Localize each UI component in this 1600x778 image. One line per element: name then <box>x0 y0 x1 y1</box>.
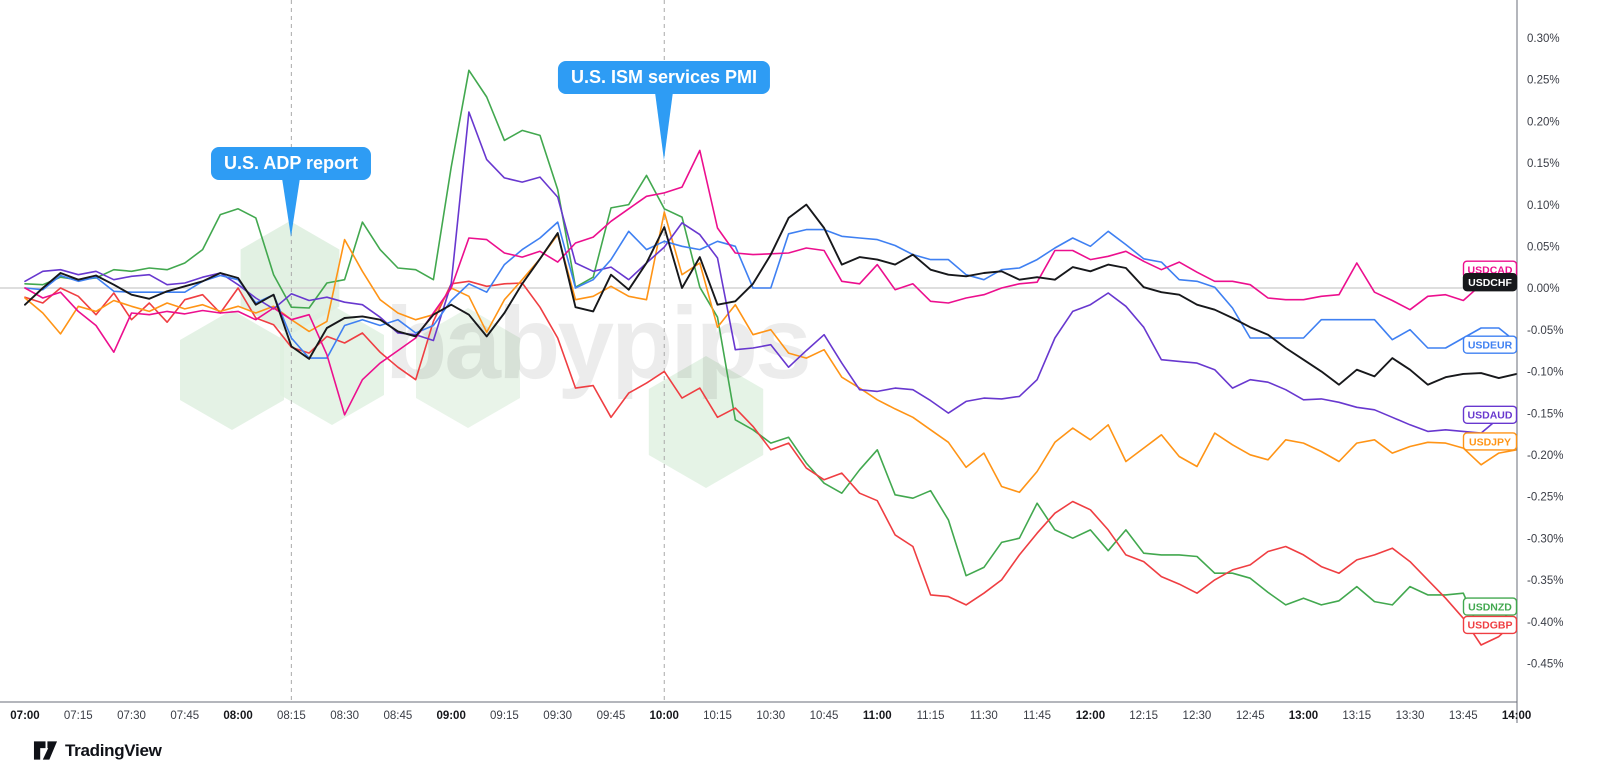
series-label-text: USDAUD <box>1468 410 1513 422</box>
annotation-pointer-icon <box>655 92 673 160</box>
series-label-pill[interactable] <box>1462 615 1518 635</box>
x-axis-tick-0715: 07:15 <box>64 710 93 722</box>
x-axis-tick-0915: 09:15 <box>490 710 519 722</box>
x-axis-tick-1115: 11:15 <box>917 710 945 722</box>
series-label-usdnzd[interactable]: USDNZD <box>1462 597 1518 616</box>
series-usdgbp-line[interactable] <box>24 280 1518 646</box>
x-axis-tick-0845: 08:45 <box>383 710 412 722</box>
x-axis-tick-0830: 08:30 <box>330 710 359 722</box>
x-axis-tick-1215: 12:15 <box>1129 710 1158 722</box>
x-axis-tick-0700: 07:00 <box>10 710 39 722</box>
series-usdchf-line[interactable] <box>24 203 1518 386</box>
series-label-usdeur[interactable]: USDEUR <box>1462 335 1518 354</box>
x-axis-tick-1330: 13:30 <box>1396 710 1425 722</box>
annotation-adp-report[interactable]: U.S. ADP report <box>210 147 372 237</box>
series-label-text: USDCHF <box>1468 277 1512 289</box>
babypips-watermark-text: babypips <box>385 286 809 400</box>
y-axis-tick--0_30pct: -0.30% <box>1527 533 1563 545</box>
x-axis-tick-0900: 09:00 <box>436 710 465 722</box>
series-label-pill[interactable] <box>1462 405 1518 424</box>
y-axis-tick--0_20pct: -0.20% <box>1527 450 1563 462</box>
tradingview-brand-text: TradingView <box>65 740 162 760</box>
series-label-usdchf[interactable]: USDCHF <box>1462 272 1518 292</box>
babypips-logo-hexagon-icon <box>416 308 520 428</box>
y-axis-tick--0_40pct: -0.40% <box>1527 617 1563 629</box>
x-axis-tick-1230: 12:30 <box>1183 710 1212 722</box>
y-axis-tick-0_00pct: 0.00% <box>1527 283 1560 295</box>
x-axis-tick-1200: 12:00 <box>1076 710 1105 722</box>
annotation-adp-report-label: U.S. ADP report <box>223 153 359 173</box>
annotation-ism-services-pmi-label: U.S. ISM services PMI <box>570 67 758 87</box>
x-axis-tick-1245: 12:45 <box>1236 710 1265 722</box>
x-axis-tick-0730: 07:30 <box>117 710 146 722</box>
y-axis-tick-0_20pct: 0.20% <box>1527 116 1560 128</box>
series-label-pill[interactable] <box>1462 432 1518 451</box>
x-axis-tick-1130: 11:30 <box>970 710 998 722</box>
x-axis-tick-1015: 10:15 <box>703 710 732 722</box>
y-axis-tick--0_10pct: -0.10% <box>1527 367 1563 379</box>
x-axis-tick-1145: 11:45 <box>1023 710 1051 722</box>
y-axis-tick-0_15pct: 0.15% <box>1527 158 1560 170</box>
x-axis-tick-1100: 11:00 <box>863 710 892 722</box>
series-label-usdaud[interactable]: USDAUD <box>1462 405 1518 424</box>
babypips-logo-hexagon-icon <box>648 356 764 488</box>
x-axis-tick-1300: 13:00 <box>1289 710 1318 722</box>
y-axis-tick-0_30pct: 0.30% <box>1527 33 1560 45</box>
x-axis-tick-0800: 08:00 <box>223 710 252 722</box>
series-label-pill[interactable] <box>1462 272 1518 292</box>
annotation-pointer-icon <box>282 178 300 237</box>
y-axis-tick--0_45pct: -0.45% <box>1527 659 1563 671</box>
tradingview-logo-icon <box>33 741 58 760</box>
y-axis-tick--0_05pct: -0.05% <box>1527 325 1563 337</box>
series-label-text: USDGBP <box>1468 620 1513 632</box>
series-label-text: USDJPY <box>1469 436 1511 448</box>
x-axis-tick-1000: 10:00 <box>650 710 679 722</box>
x-axis-tick-0930: 09:30 <box>543 710 572 722</box>
x-axis-tick-1400: 14:00 <box>1502 710 1531 722</box>
y-axis-tick-0_10pct: 0.10% <box>1527 200 1560 212</box>
babypips-watermark: babypips <box>180 221 812 488</box>
series-label-pill[interactable] <box>1462 335 1518 354</box>
x-axis-tick-1045: 10:45 <box>810 710 839 722</box>
babypips-logo-hexagon-icon <box>180 310 284 430</box>
y-axis-tick--0_15pct: -0.15% <box>1527 408 1563 420</box>
y-axis-tick-0_05pct: 0.05% <box>1527 242 1560 254</box>
series-usdnzd-line[interactable] <box>24 69 1518 635</box>
y-axis-tick--0_35pct: -0.35% <box>1527 575 1563 587</box>
x-axis-tick-0745: 07:45 <box>170 710 199 722</box>
y-axis-tick--0_25pct: -0.25% <box>1527 492 1563 504</box>
tradingview-attribution[interactable]: TradingView <box>33 740 162 761</box>
annotation-ism-services-pmi[interactable]: U.S. ISM services PMI <box>557 61 771 160</box>
series-usdjpy-line[interactable] <box>24 211 1518 494</box>
y-axis-tick-0_25pct: 0.25% <box>1527 75 1560 87</box>
x-axis-tick-0815: 08:15 <box>277 710 306 722</box>
x-axis-tick-0945: 09:45 <box>597 710 626 722</box>
x-axis-tick-1345: 13:45 <box>1449 710 1478 722</box>
series-label-usdgbp[interactable]: USDGBP <box>1462 615 1518 635</box>
series-label-usdjpy[interactable]: USDJPY <box>1462 432 1518 451</box>
series-label-text: USDEUR <box>1468 340 1513 352</box>
x-axis-tick-1315: 13:15 <box>1342 710 1371 722</box>
x-axis-tick-1030: 10:30 <box>756 710 785 722</box>
series-label-text: USDNZD <box>1468 601 1512 613</box>
series-label-pill[interactable] <box>1462 597 1518 616</box>
